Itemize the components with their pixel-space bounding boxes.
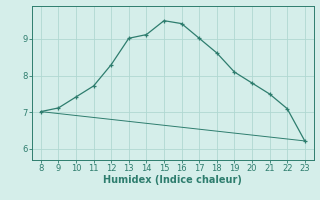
X-axis label: Humidex (Indice chaleur): Humidex (Indice chaleur) — [103, 175, 242, 185]
